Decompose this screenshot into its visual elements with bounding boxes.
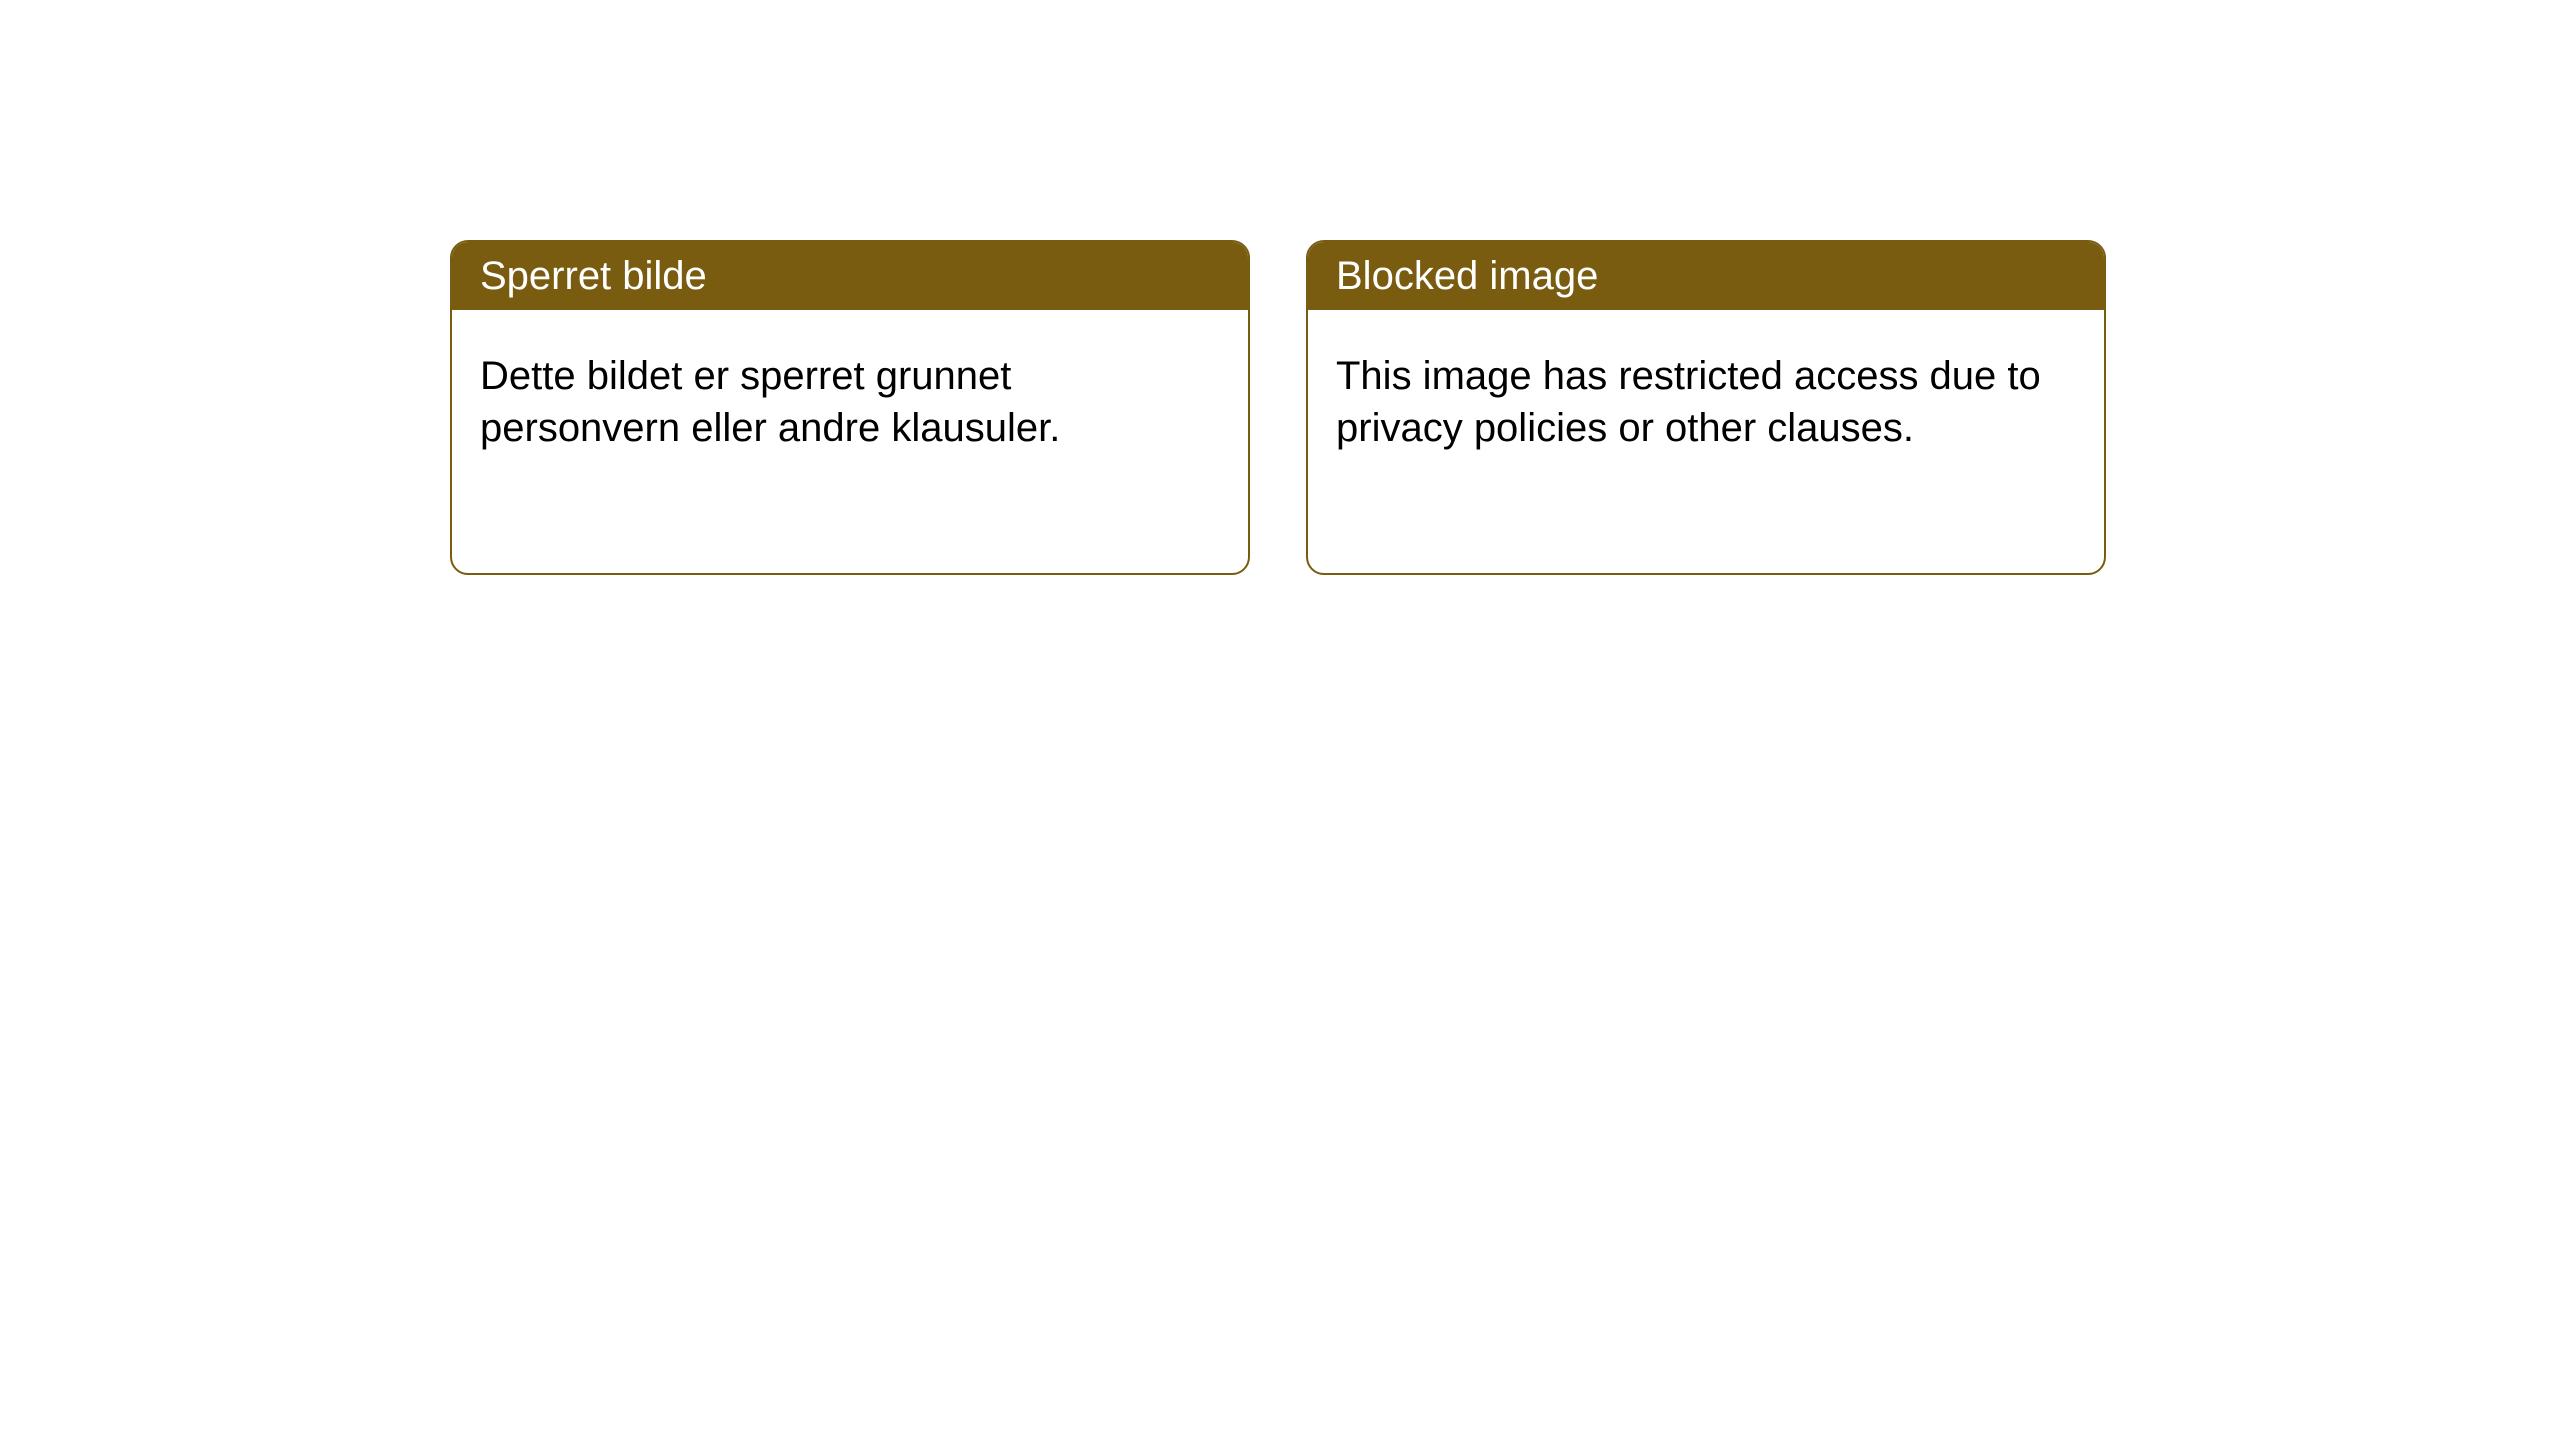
notice-box-english: Blocked image This image has restricted … bbox=[1306, 240, 2106, 575]
notice-box-norwegian: Sperret bilde Dette bildet er sperret gr… bbox=[450, 240, 1250, 575]
notice-body: Dette bildet er sperret grunnet personve… bbox=[452, 310, 1248, 494]
notice-container: Sperret bilde Dette bildet er sperret gr… bbox=[0, 0, 2560, 575]
notice-title: Sperret bilde bbox=[452, 242, 1248, 310]
notice-body: This image has restricted access due to … bbox=[1308, 310, 2104, 494]
notice-title: Blocked image bbox=[1308, 242, 2104, 310]
